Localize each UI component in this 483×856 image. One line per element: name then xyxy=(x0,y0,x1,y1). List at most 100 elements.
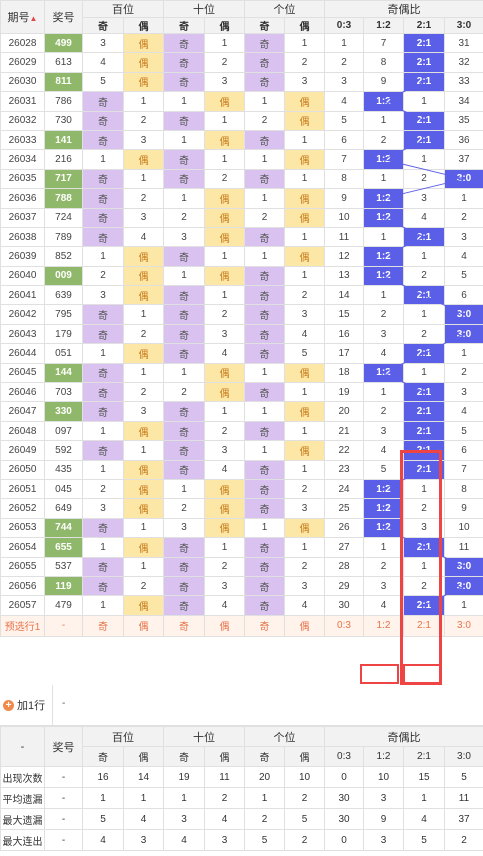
digit-parity-cell: 奇 xyxy=(244,32,285,54)
digit-parity-cell: 1 xyxy=(204,285,245,306)
preselect-parity-option[interactable]: 偶 xyxy=(204,614,245,637)
table-row: 26050 435 1 偶奇 4 奇 1 23 5 2:1 7 xyxy=(0,459,483,480)
digit-parity-cell: 1 xyxy=(204,401,245,422)
digit-parity-cell: 奇 xyxy=(244,498,285,519)
digit-parity-cell: 1 xyxy=(163,265,205,287)
digit-parity-cell: 4 xyxy=(204,595,245,616)
table-row: 26032 730 奇 2 奇 1 2 偶 5 1 2:1 35 xyxy=(0,110,483,131)
ratio-cell: 1 xyxy=(363,537,404,558)
stats-value: 10 xyxy=(363,766,404,788)
table-row: 26043 179 奇 2 奇 3 奇 4 16 3 2 3:0 xyxy=(0,323,483,345)
highlight-box xyxy=(360,664,399,684)
issue-cell: 26044 xyxy=(0,343,45,364)
sub-header: 2:1 xyxy=(403,17,445,34)
ratio-cell: 3 xyxy=(363,323,404,345)
ratio-cell: 1 xyxy=(403,556,445,577)
sub-header: 0:3 xyxy=(324,17,364,34)
ratio-cell: 2 xyxy=(403,168,445,190)
add-row-button[interactable]: + 加1行 xyxy=(3,697,45,713)
table-row: 26029 613 4 偶奇 2 奇 2 2 8 2:1 32 xyxy=(0,52,483,73)
digit-parity-cell: 2 xyxy=(244,110,285,131)
preselect-parity-option[interactable]: 偶 xyxy=(284,614,325,637)
plus-icon: + xyxy=(3,699,14,711)
stats-value: 2 xyxy=(284,829,325,851)
issue-header[interactable]: 期号▲ xyxy=(0,0,45,34)
issue-cell: 26056 xyxy=(0,575,45,597)
digit-parity-cell: 奇 xyxy=(82,401,124,422)
ratio-cell: 2 xyxy=(324,52,364,73)
prize-cell: 730 xyxy=(44,110,83,131)
digit-parity-cell: 奇 xyxy=(82,323,124,345)
digit-parity-cell: 1 xyxy=(204,32,245,54)
preselect-ratio-option[interactable]: 2:1 xyxy=(403,614,445,637)
digit-parity-cell: 偶 xyxy=(204,498,245,519)
issue-cell: 26039 xyxy=(0,246,45,267)
ratio-cell: 2 xyxy=(444,362,483,384)
preselect-parity-option[interactable]: 偶 xyxy=(123,614,164,637)
preselect-ratio-option[interactable]: 3:0 xyxy=(444,614,483,637)
ratio-cell: 6 xyxy=(444,440,483,461)
digit-parity-cell: 1 xyxy=(204,149,245,170)
digit-parity-cell: 偶 xyxy=(123,478,164,500)
ratio-cell: 1 xyxy=(403,362,445,384)
stats-label: 出现次数 xyxy=(0,766,45,788)
digit-parity-cell: 偶 xyxy=(123,285,164,306)
digit-parity-cell: 奇 xyxy=(244,575,285,597)
digit-parity-cell: 2 xyxy=(204,556,245,577)
digit-parity-cell: 1 xyxy=(123,168,164,190)
ratio-cell: 1:2 xyxy=(363,207,404,228)
preselect-ratio-option[interactable]: 0:3 xyxy=(324,614,364,637)
stats-value: 30 xyxy=(324,787,364,809)
sort-arrows-icon[interactable]: ▲ xyxy=(29,14,38,23)
prize-cell: 852 xyxy=(44,246,83,267)
ratio-cell: 19 xyxy=(324,382,364,403)
digit-parity-cell: 2 xyxy=(123,188,164,209)
stats-value: 2 xyxy=(444,829,483,851)
footer-units-header: 个位 xyxy=(244,726,325,747)
digit-parity-cell: 1 xyxy=(82,246,124,267)
digit-parity-cell: 奇 xyxy=(244,168,285,190)
preselect-parity-option[interactable]: 奇 xyxy=(244,614,285,637)
preselect-row[interactable]: 预选行1- 奇偶奇偶奇偶 0:3 1:2 2:1 3:0 xyxy=(0,614,483,637)
stats-value: 2 xyxy=(204,787,245,809)
digit-parity-cell: 奇 xyxy=(244,52,285,73)
digit-parity-cell: 1 xyxy=(284,265,325,287)
footer-sub-header: 3:0 xyxy=(444,746,483,767)
digit-parity-cell: 1 xyxy=(284,32,325,54)
ratio-cell: 8 xyxy=(444,478,483,500)
stats-value: 11 xyxy=(204,766,245,788)
table-row: 26057 479 1 偶奇 4 奇 4 30 4 2:1 1 xyxy=(0,595,483,616)
digit-parity-cell: 偶 xyxy=(123,459,164,480)
preselect-label[interactable]: 预选行1 xyxy=(0,614,45,637)
digit-parity-cell: 3 xyxy=(163,517,205,539)
digit-parity-cell: 奇 xyxy=(163,420,205,442)
preselect-parity-option[interactable]: 奇 xyxy=(163,614,205,637)
ratio-cell: 1:2 xyxy=(363,149,404,170)
digit-parity-cell: 1 xyxy=(163,129,205,151)
sub-header: 1:2 xyxy=(363,17,404,34)
ratio-cell: 16 xyxy=(324,323,364,345)
issue-cell: 26046 xyxy=(0,382,45,403)
prize-cell: 537 xyxy=(44,556,83,577)
digit-parity-cell: 偶 xyxy=(204,91,245,112)
stats-value: 20 xyxy=(244,766,285,788)
digit-parity-cell: 偶 xyxy=(204,517,245,539)
tens-header: 十位 xyxy=(163,0,245,18)
digit-parity-cell: 偶 xyxy=(123,343,164,364)
ratio-cell: 2:1 xyxy=(403,226,445,248)
ratio-cell: 7 xyxy=(444,459,483,480)
digit-parity-cell: 2 xyxy=(284,478,325,500)
ratio-cell: 2 xyxy=(363,304,404,325)
digit-parity-cell: 奇 xyxy=(163,246,205,267)
preselect-parity-option[interactable]: 奇 xyxy=(82,614,124,637)
stats-value: 1 xyxy=(403,787,445,809)
stats-value: 4 xyxy=(403,808,445,830)
preselect-ratio-option[interactable]: 1:2 xyxy=(363,614,404,637)
prize-cell: 592 xyxy=(44,440,83,461)
stats-value: 1 xyxy=(82,787,124,809)
table-row: 26056 119 奇 2 奇 3 奇 3 29 3 2 3:0 xyxy=(0,575,483,597)
digit-parity-cell: 偶 xyxy=(123,32,164,54)
ratio-cell: 29 xyxy=(324,575,364,597)
prize-cell: 097 xyxy=(44,420,83,442)
prize-cell: 499 xyxy=(44,32,83,54)
